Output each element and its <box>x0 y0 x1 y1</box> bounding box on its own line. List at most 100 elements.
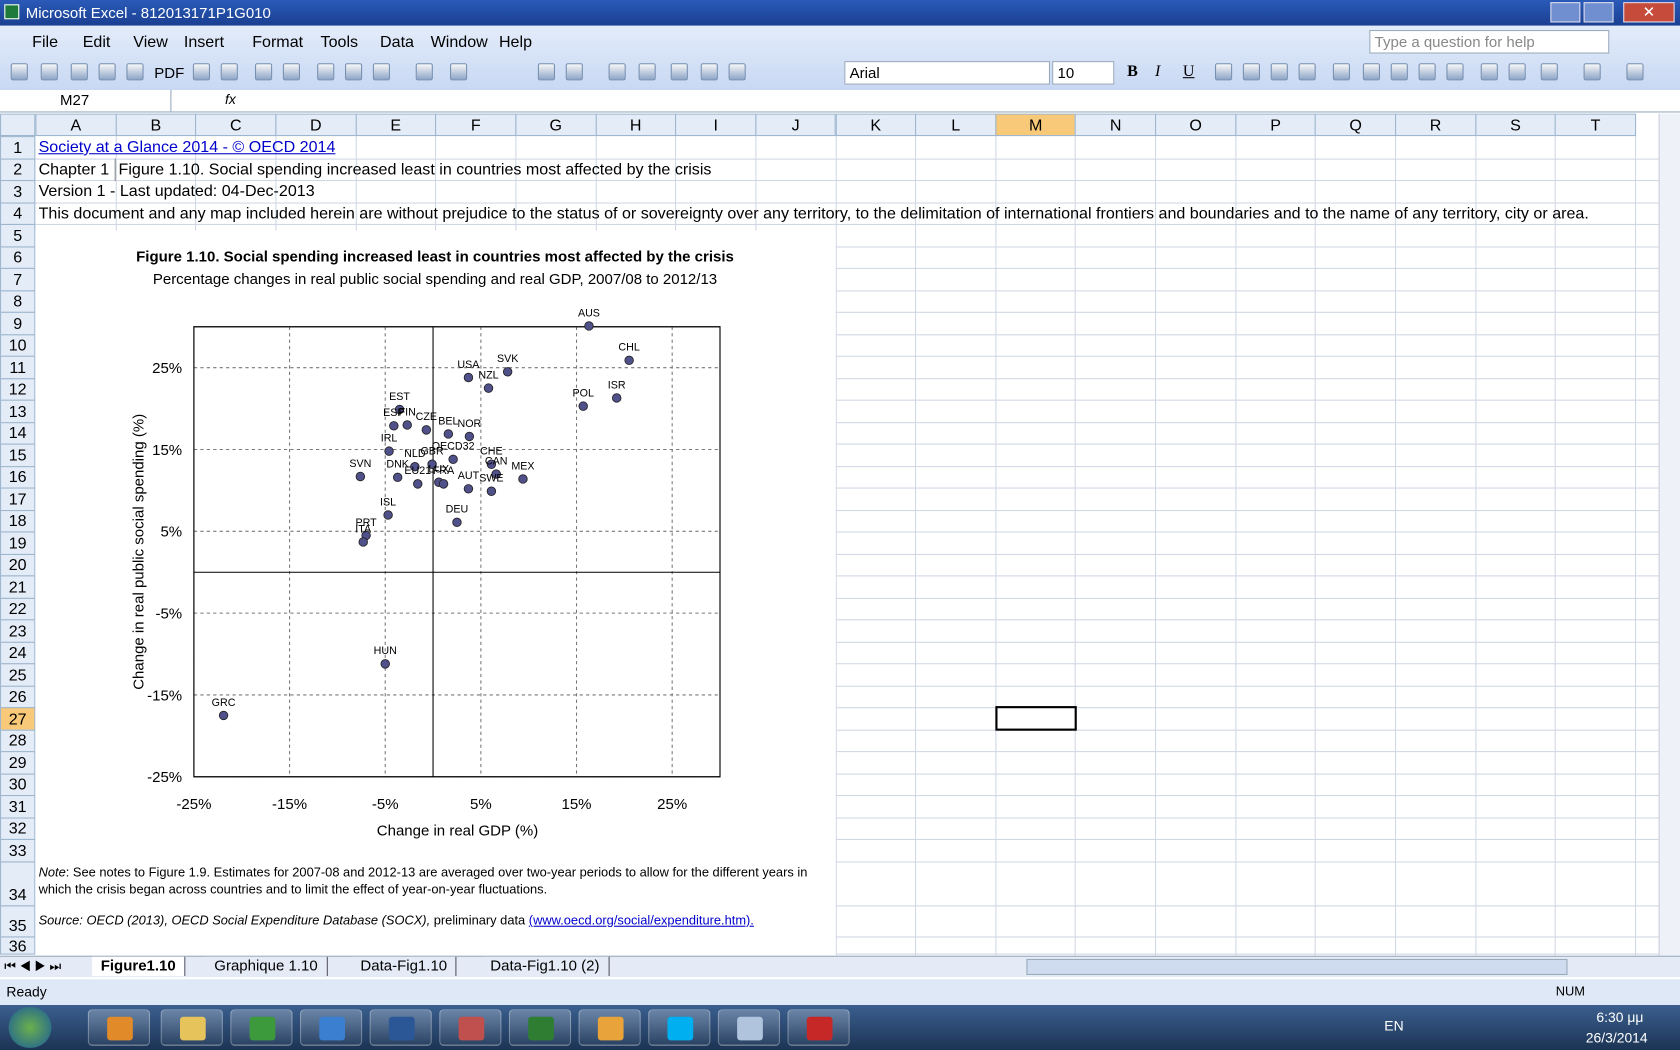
taskbar-app[interactable] <box>787 1009 850 1046</box>
menu-item[interactable]: Format <box>252 33 304 52</box>
toolbar-icon[interactable] <box>565 63 583 81</box>
menu-item[interactable]: Insert <box>183 33 225 52</box>
taskbar-date[interactable]: 26/3/2014 <box>1585 1029 1648 1046</box>
toolbar-icon[interactable] <box>1332 63 1351 81</box>
row-header[interactable]: 25 <box>0 663 36 687</box>
toolbar-icon[interactable] <box>255 63 273 81</box>
sheet-tab[interactable]: Data-Fig1.10 (2) <box>481 956 610 977</box>
row-header[interactable]: 29 <box>0 751 36 775</box>
toolbar-icon[interactable] <box>1215 63 1233 81</box>
menu-item[interactable]: Help <box>498 33 533 52</box>
column-header[interactable]: E <box>355 113 437 137</box>
toolbar-icon[interactable] <box>638 63 656 81</box>
column-header[interactable]: T <box>1555 113 1637 137</box>
row-header[interactable]: 36 <box>0 936 36 956</box>
row-header[interactable]: 34 <box>0 860 36 907</box>
selected-cell[interactable] <box>995 706 1077 731</box>
sheet-tab[interactable]: Figure1.10 <box>92 956 186 977</box>
toolbar-icon[interactable] <box>220 63 238 81</box>
taskbar-app[interactable] <box>648 1009 711 1046</box>
taskbar-app[interactable] <box>160 1009 223 1046</box>
toolbar-icon[interactable] <box>1508 63 1526 81</box>
toolbar-icon[interactable] <box>345 63 363 81</box>
taskbar-time[interactable]: 6:30 μμ <box>1596 1009 1644 1026</box>
row-header[interactable]: 5 <box>0 223 36 247</box>
format-button[interactable]: U <box>1182 63 1195 81</box>
taskbar-app[interactable] <box>439 1009 502 1046</box>
toolbar-icon[interactable] <box>317 63 335 81</box>
taskbar-app[interactable] <box>300 1009 363 1046</box>
size-box[interactable]: 10 <box>1052 61 1115 85</box>
toolbar-icon[interactable] <box>1270 63 1288 81</box>
row-header[interactable]: 26 <box>0 685 36 709</box>
pdf-button[interactable]: PDF <box>154 64 185 82</box>
toolbar-icon[interactable] <box>608 63 626 81</box>
toolbar-icon[interactable] <box>670 63 688 81</box>
toolbar-icon[interactable] <box>372 63 391 81</box>
v-scrollbar[interactable] <box>1658 113 1680 956</box>
taskbar-app[interactable] <box>578 1009 641 1046</box>
toolbar-icon[interactable] <box>40 63 58 81</box>
toolbar-icon[interactable] <box>450 63 468 81</box>
column-header[interactable]: A <box>35 113 117 137</box>
column-header[interactable]: K <box>835 113 917 137</box>
toolbar-icon[interactable] <box>282 63 301 81</box>
name-box[interactable]: M27 <box>0 90 172 112</box>
menu-item[interactable]: Window <box>430 33 488 52</box>
menu-item[interactable]: Data <box>380 33 414 52</box>
column-header[interactable]: O <box>1155 113 1237 137</box>
toolbar-icon[interactable] <box>1446 63 1464 81</box>
row-header[interactable]: 11 <box>0 355 36 379</box>
taskbar-app[interactable] <box>87 1009 151 1046</box>
toolbar-icon[interactable] <box>1626 63 1644 81</box>
sheet-tab[interactable]: Graphique 1.10 <box>205 956 328 977</box>
tab-nav[interactable]: ⏮ ◀ ▶ ⏭ <box>4 958 62 974</box>
toolbar-icon[interactable] <box>70 63 88 81</box>
toolbar-icon[interactable] <box>126 63 144 81</box>
toolbar-icon[interactable] <box>1362 63 1381 81</box>
font-box[interactable]: Arial <box>844 61 1051 85</box>
row-header[interactable]: 35 <box>0 905 36 938</box>
maximize[interactable] <box>1583 2 1614 23</box>
taskbar-app[interactable] <box>717 1009 781 1046</box>
taskbar-app[interactable] <box>369 1009 432 1046</box>
toolbar-icon[interactable] <box>728 63 746 81</box>
format-button[interactable]: I <box>1155 63 1161 81</box>
row-header[interactable]: 31 <box>0 795 36 819</box>
toolbar-icon[interactable] <box>1480 63 1498 81</box>
column-header[interactable]: L <box>915 113 997 137</box>
toolbar-icon[interactable] <box>537 63 556 81</box>
toolbar-icon[interactable] <box>192 63 211 81</box>
taskbar-lang[interactable]: EN <box>1384 1017 1404 1034</box>
menu-item[interactable]: File <box>32 33 59 52</box>
row-header[interactable]: 33 <box>0 838 36 862</box>
row-header[interactable]: 20 <box>0 553 36 577</box>
toolbar-icon[interactable] <box>1540 63 1558 81</box>
row-header[interactable]: 16 <box>0 465 36 489</box>
menu-item[interactable]: View <box>133 33 168 52</box>
toolbar-icon[interactable] <box>700 63 718 81</box>
toolbar-icon[interactable] <box>1583 63 1601 81</box>
menu-item[interactable]: Tools <box>320 33 359 52</box>
help-box[interactable]: Type a question for help <box>1369 30 1610 54</box>
h-scrollbar[interactable] <box>1026 958 1568 976</box>
row-header[interactable]: 10 <box>0 333 36 357</box>
toolbar-icon[interactable] <box>10 63 28 81</box>
toolbar-icon[interactable] <box>1390 63 1408 81</box>
source-link[interactable]: (www.oecd.org/social/expenditure.htm). <box>528 912 754 928</box>
start-button[interactable] <box>8 1007 52 1048</box>
menu-item[interactable]: Edit <box>82 33 111 52</box>
column-header[interactable]: F <box>435 113 517 137</box>
row-header[interactable]: 12 <box>0 377 36 401</box>
column-header[interactable]: S <box>1475 113 1557 137</box>
format-button[interactable]: B <box>1127 63 1138 81</box>
toolbar-icon[interactable] <box>98 63 116 81</box>
toolbar-icon[interactable] <box>1298 63 1316 81</box>
close[interactable]: ✕ <box>1623 2 1675 23</box>
toolbar-icon[interactable] <box>415 63 433 81</box>
taskbar-app[interactable] <box>508 1009 572 1046</box>
row-header[interactable]: 22 <box>0 597 36 621</box>
column-header[interactable]: Q <box>1315 113 1397 137</box>
toolbar-icon[interactable] <box>1242 63 1261 81</box>
minimize[interactable] <box>1550 2 1581 23</box>
